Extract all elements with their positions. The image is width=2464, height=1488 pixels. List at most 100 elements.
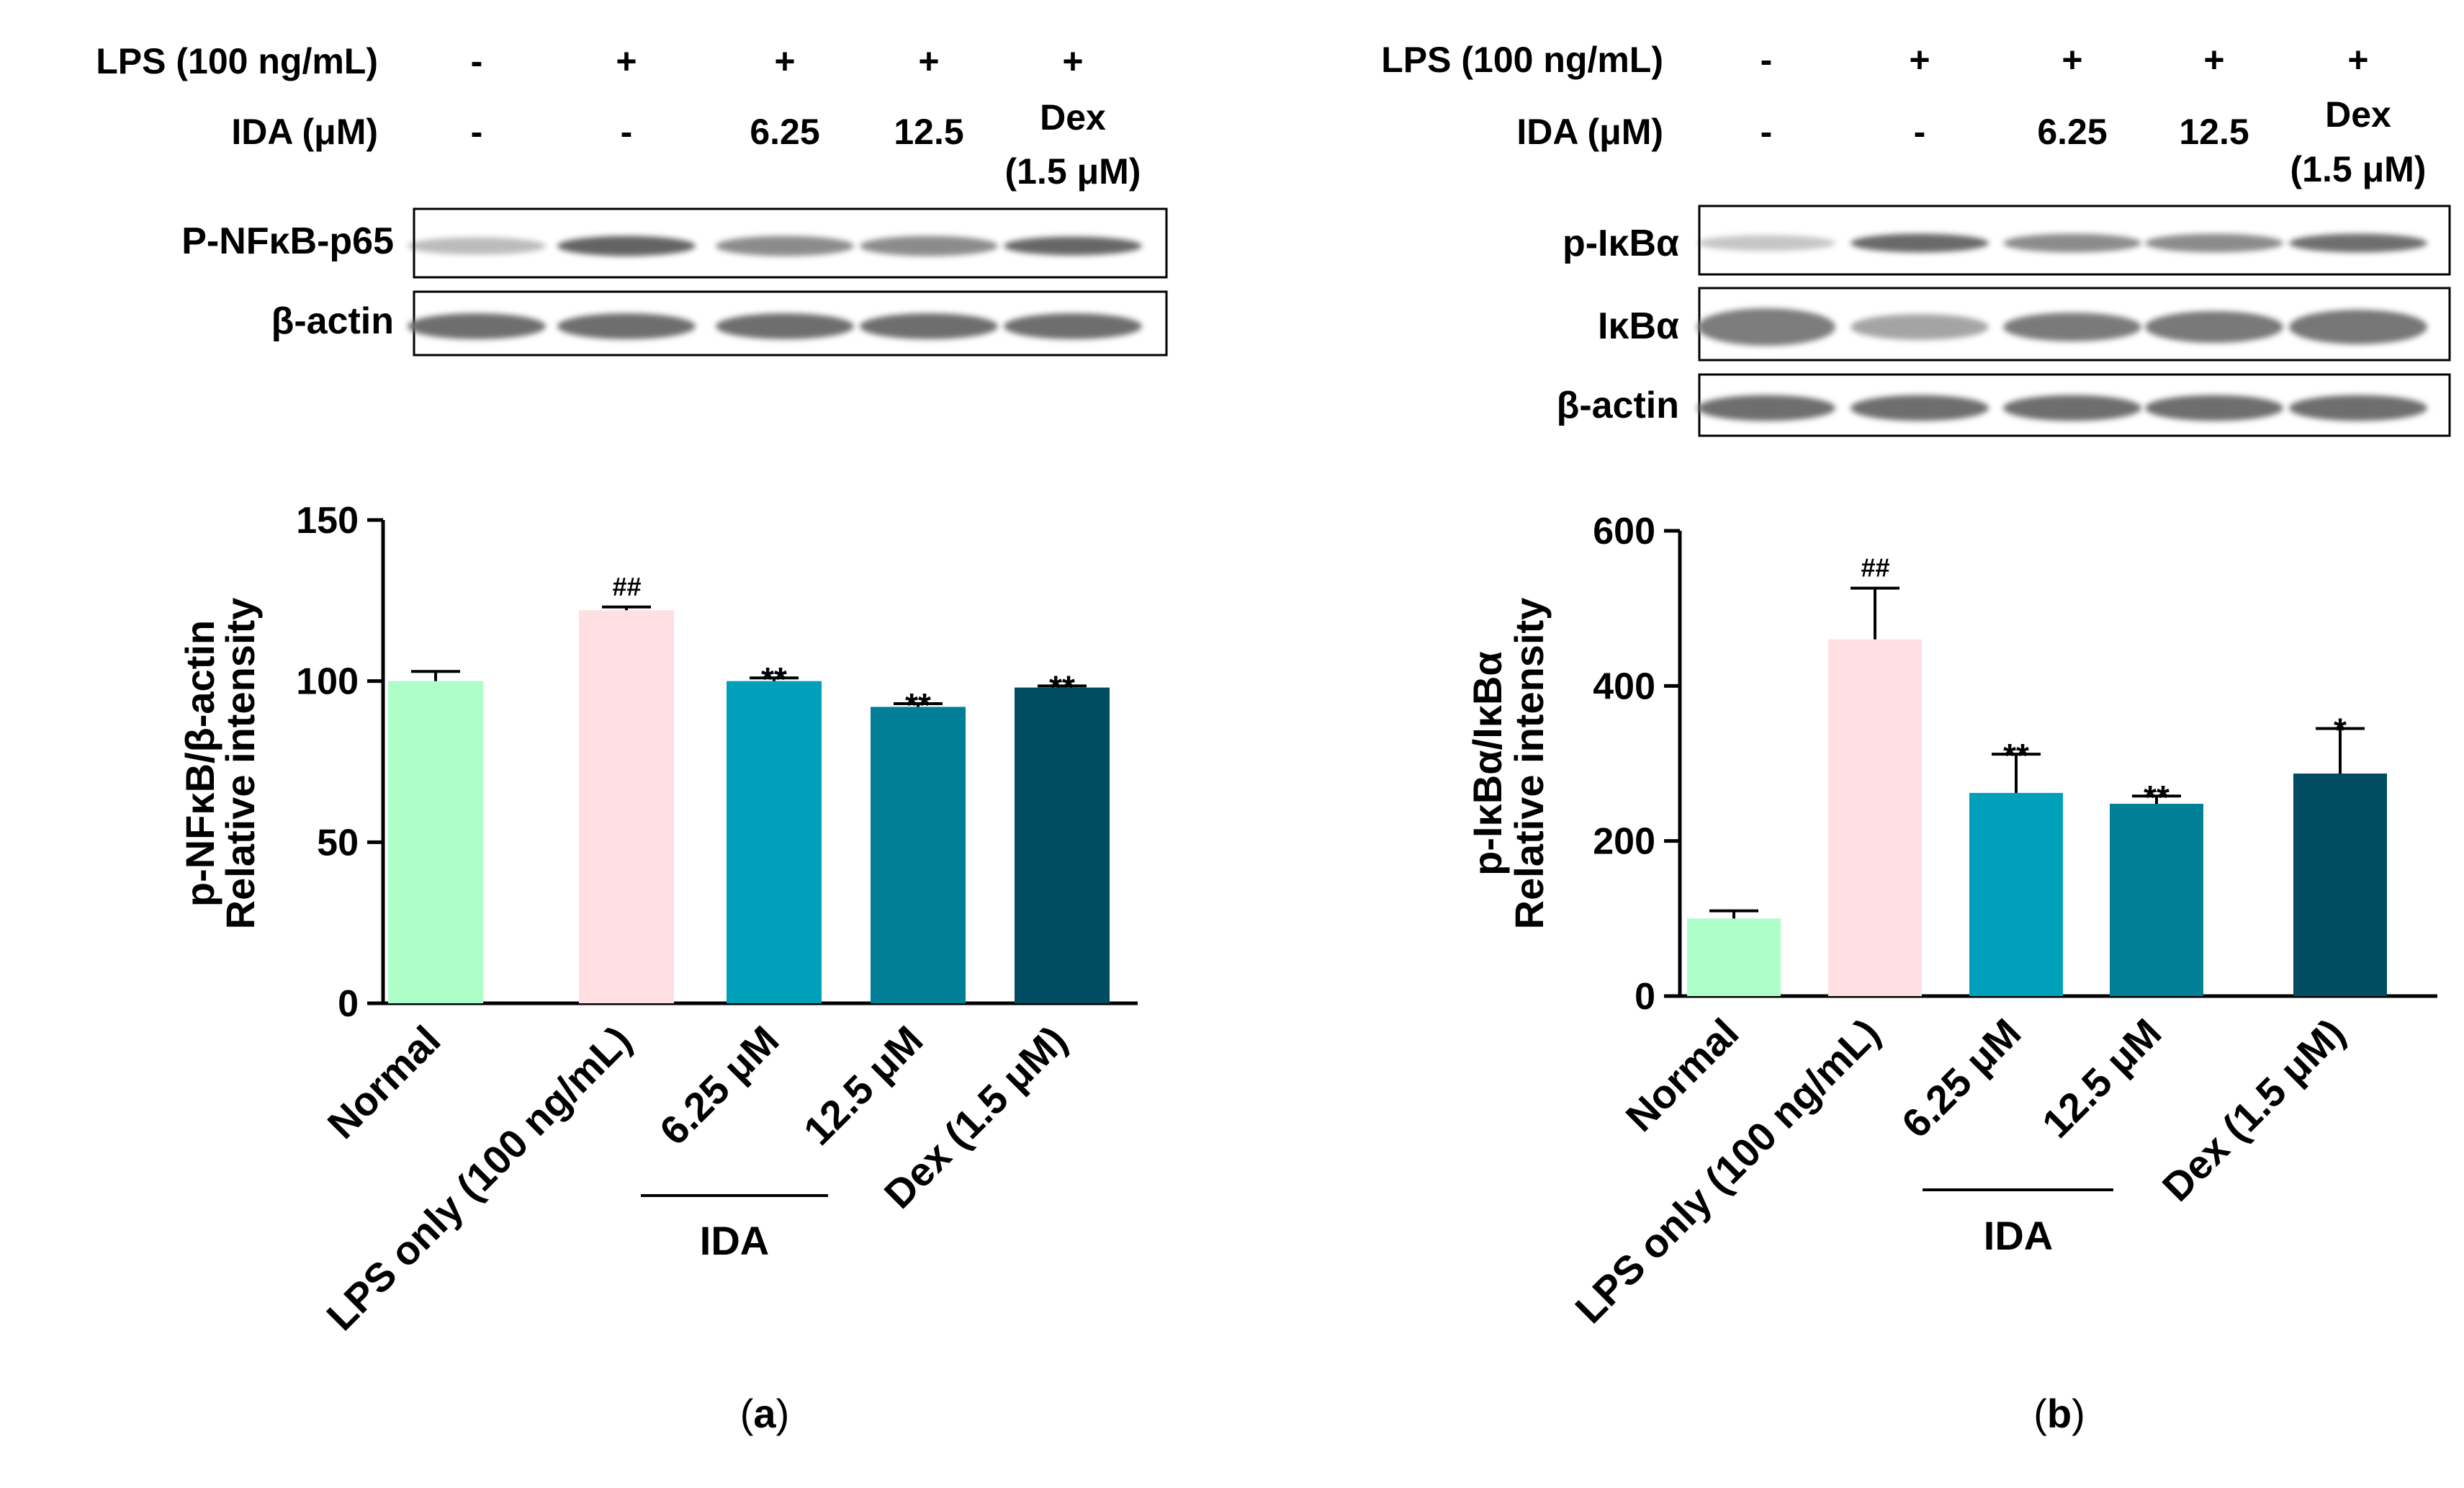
blot-band bbox=[2003, 395, 2141, 421]
significance-mark: ** bbox=[761, 660, 787, 698]
blot-band bbox=[1851, 233, 1989, 253]
x-category-label: Dex (1.5 μM) bbox=[2154, 1010, 2354, 1210]
blot-label: β-actin bbox=[271, 300, 394, 342]
lps-value: + bbox=[1062, 41, 1083, 81]
bar bbox=[871, 707, 966, 1003]
y-tick-label: 600 bbox=[1593, 511, 1655, 552]
blot-band bbox=[557, 236, 696, 256]
significance-mark: ** bbox=[2144, 779, 2170, 816]
bar bbox=[1969, 792, 2063, 996]
y-tick-label: 50 bbox=[317, 822, 359, 864]
blot-band bbox=[2003, 313, 2141, 341]
lps-value: - bbox=[1761, 40, 1773, 80]
significance-mark: ## bbox=[612, 572, 641, 601]
x-category-label: Normal bbox=[319, 1017, 449, 1147]
blot-band bbox=[557, 313, 696, 339]
bar bbox=[388, 681, 483, 1003]
ida-group-label: IDA bbox=[700, 1218, 769, 1263]
dex-concentration-note: (1.5 μM) bbox=[2290, 149, 2427, 189]
x-category-label: Normal bbox=[1617, 1010, 1748, 1140]
bar bbox=[1687, 918, 1781, 996]
blot-band bbox=[860, 313, 998, 339]
blot-label: β-actin bbox=[1557, 385, 1679, 426]
x-category-label: LPS only (100 ng/mL) bbox=[318, 1017, 639, 1339]
blot-band bbox=[1004, 236, 1142, 256]
x-category-label: 12.5 μM bbox=[2033, 1010, 2170, 1147]
x-category-label: 12.5 μM bbox=[795, 1017, 932, 1154]
bar bbox=[579, 610, 674, 1003]
blot-band bbox=[716, 236, 854, 256]
blot-band bbox=[1004, 313, 1142, 339]
blot-band bbox=[408, 313, 546, 339]
blot-band bbox=[1697, 395, 1835, 421]
blot-band bbox=[2289, 233, 2427, 253]
significance-mark: ** bbox=[1049, 668, 1075, 706]
blot-band bbox=[408, 237, 546, 255]
blot-label: P-NFκB-p65 bbox=[181, 220, 394, 262]
blot-band bbox=[1697, 308, 1835, 346]
lps-value: + bbox=[1909, 40, 1930, 80]
bar bbox=[727, 681, 822, 1003]
y-axis-label-line1: p-IκBα/IκBα bbox=[1465, 651, 1510, 876]
panel-a-blot-section: LPS (100 ng/mL) - + + + + IDA (μM) - - 6.25 12.5 De… bbox=[96, 41, 1168, 1436]
blot-label: IκBα bbox=[1598, 305, 1679, 347]
y-axis-label-line2: Relative intensity bbox=[217, 598, 263, 930]
significance-mark: ** bbox=[905, 686, 931, 724]
bar bbox=[1015, 687, 1110, 1003]
blot-band bbox=[2145, 233, 2283, 253]
blot-band bbox=[2003, 233, 2141, 253]
blot-band bbox=[1697, 235, 1835, 251]
ida-row-label: IDA (μM) bbox=[231, 112, 378, 152]
y-tick-label: 150 bbox=[296, 500, 359, 542]
lps-value: + bbox=[2347, 40, 2368, 80]
panel-label: (a) bbox=[740, 1391, 789, 1436]
x-category-label: 6.25 μM bbox=[651, 1017, 788, 1154]
x-category-label: 6.25 μM bbox=[1893, 1010, 2030, 1147]
lps-value: + bbox=[616, 41, 637, 81]
ida-value: Dex bbox=[2325, 94, 2391, 135]
lps-value: + bbox=[2061, 40, 2082, 80]
ida-value: - bbox=[471, 112, 483, 152]
panel-label: (b) bbox=[2033, 1391, 2085, 1436]
y-axis-label-line2: Relative intensity bbox=[1506, 598, 1552, 930]
y-tick-label: 0 bbox=[1635, 976, 1655, 1018]
y-tick-label: 200 bbox=[1593, 821, 1655, 863]
y-tick-label: 400 bbox=[1593, 665, 1655, 707]
ida-value: - bbox=[621, 112, 633, 152]
blot-band bbox=[2289, 395, 2427, 421]
blot-band bbox=[2289, 310, 2427, 344]
blot-band bbox=[2145, 311, 2283, 343]
y-tick-label: 100 bbox=[296, 661, 359, 703]
ida-value: - bbox=[1761, 112, 1773, 152]
panel-letter: b bbox=[2047, 1391, 2072, 1436]
blot-band bbox=[860, 236, 998, 256]
ida-value: 12.5 bbox=[2179, 112, 2249, 152]
bar bbox=[2293, 773, 2387, 996]
significance-mark: ## bbox=[1861, 553, 1889, 583]
blot-band bbox=[2145, 395, 2283, 421]
y-tick-label: 0 bbox=[338, 983, 359, 1025]
blot-band bbox=[716, 313, 854, 339]
ida-value: 6.25 bbox=[750, 112, 819, 152]
bar bbox=[2110, 803, 2203, 996]
significance-mark: ** bbox=[2003, 737, 2029, 774]
lps-value: + bbox=[2203, 40, 2224, 80]
lps-row-label: LPS (100 ng/mL) bbox=[96, 41, 378, 81]
ida-row-label: IDA (μM) bbox=[1516, 112, 1663, 152]
lps-row-label: LPS (100 ng/mL) bbox=[1381, 40, 1663, 80]
blot-band bbox=[1851, 314, 1989, 340]
bar bbox=[1828, 639, 1922, 996]
y-axis-label-line1: p-NFκB/β-actin bbox=[177, 620, 222, 907]
lps-value: + bbox=[918, 41, 939, 81]
blot-band bbox=[1851, 395, 1989, 421]
blot-label: p-IκBα bbox=[1563, 223, 1679, 264]
ida-value: 6.25 bbox=[2037, 112, 2107, 152]
panel-letter: a bbox=[753, 1391, 776, 1436]
ida-value: 12.5 bbox=[894, 112, 963, 152]
ida-value: - bbox=[1914, 112, 1926, 152]
ida-group-label: IDA bbox=[1984, 1213, 2053, 1258]
significance-mark: * bbox=[2334, 712, 2347, 749]
